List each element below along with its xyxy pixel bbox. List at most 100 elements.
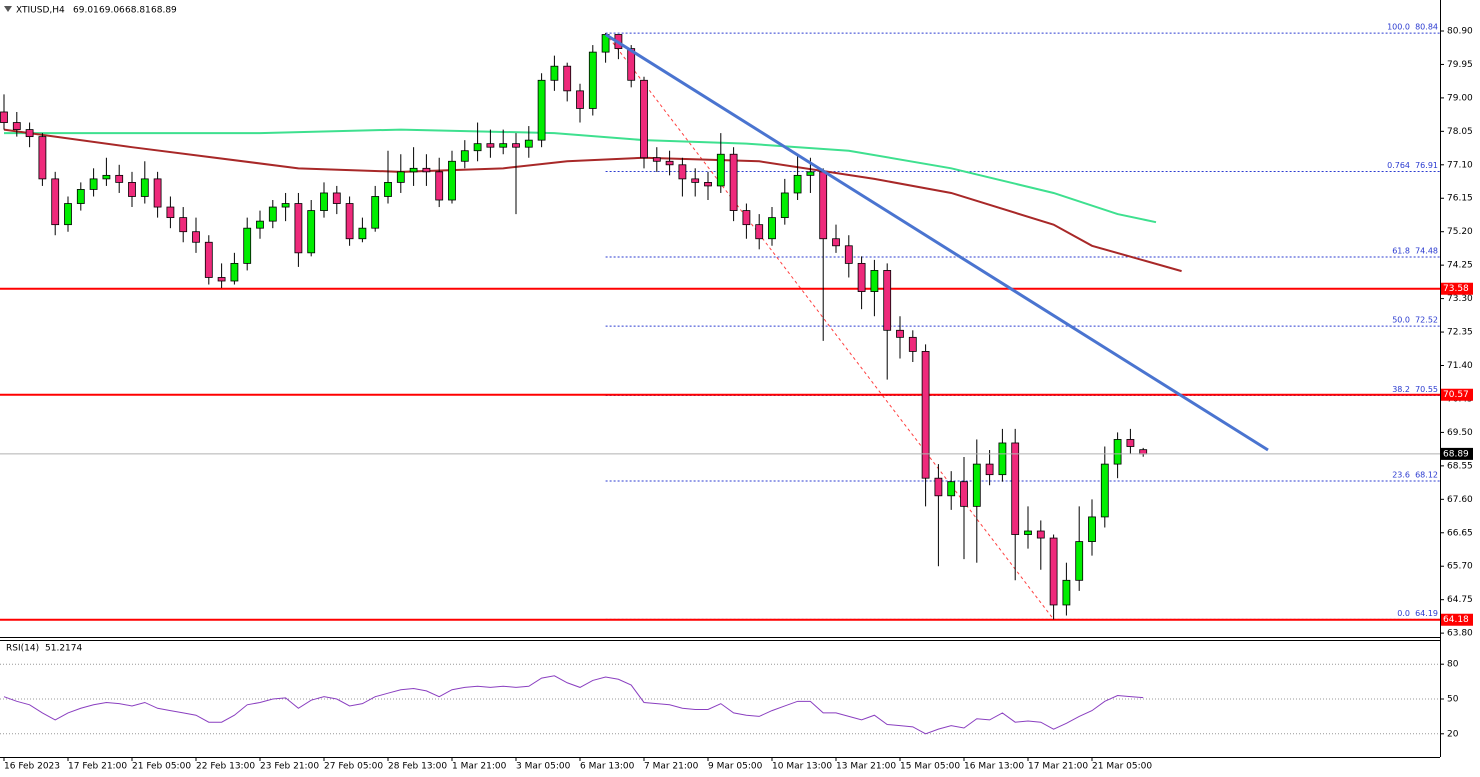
candle-body — [1024, 530, 1032, 535]
x-tick-label: 27 Feb 05:00 — [324, 762, 383, 772]
trendline — [604, 33, 1269, 452]
candle-body — [102, 174, 111, 180]
candle-body — [691, 178, 700, 183]
candle-body — [832, 238, 840, 247]
candle-body — [716, 153, 725, 187]
y-tick-label: 76.15 — [1447, 194, 1473, 204]
candle-body — [243, 227, 252, 264]
candle-body — [1126, 439, 1135, 447]
candle-body — [793, 174, 802, 194]
fib-price: 80.84 — [1415, 23, 1438, 32]
symbol: XTIUSD,H4 — [16, 6, 65, 16]
candle-body — [883, 270, 892, 331]
candle-body — [729, 153, 738, 211]
x-tick-label: 10 Mar 13:00 — [772, 762, 832, 772]
candle-body — [294, 203, 303, 254]
ohlc-high: 69.06 — [99, 6, 125, 16]
candle-body — [640, 79, 648, 159]
fib-ratio: 0.0 — [1397, 609, 1410, 618]
candle-body — [908, 336, 917, 352]
candle-body — [460, 150, 469, 162]
y-tick-label: 74.25 — [1447, 261, 1473, 271]
candle-body — [665, 160, 674, 166]
candle-body — [563, 65, 572, 92]
ohlc-close: 68.89 — [151, 6, 177, 16]
candle-body — [652, 157, 661, 162]
level-label: 64.18 — [1443, 615, 1469, 625]
rsi-name: RSI(14) — [6, 644, 39, 654]
candle-body — [627, 48, 636, 81]
y-tick-label: 66.65 — [1447, 528, 1473, 538]
candle-body — [806, 171, 815, 176]
current-price-tag — [1441, 447, 1473, 460]
level-label: 73.58 — [1443, 284, 1469, 294]
candle-body — [448, 160, 456, 201]
fib-ratio: 0.764 — [1387, 161, 1410, 170]
candle-body — [166, 206, 175, 219]
candle-body — [307, 210, 316, 254]
fib-price: 74.48 — [1415, 247, 1438, 256]
candle-body — [345, 203, 354, 240]
fib-ratio: 61.8 — [1392, 247, 1410, 256]
x-tick-label: 23 Feb 21:00 — [260, 762, 319, 772]
x-tick-label: 17 Mar 21:00 — [1028, 762, 1088, 772]
y-tick-label: 64.75 — [1447, 595, 1473, 605]
y-tick-label: 71.40 — [1447, 361, 1473, 371]
candle-body — [371, 196, 380, 229]
candle-body — [179, 217, 188, 233]
candle-body — [268, 206, 277, 222]
x-tick-label: 21 Mar 05:00 — [1092, 762, 1152, 772]
y-tick-label: 78.05 — [1447, 127, 1473, 137]
candle-body — [320, 192, 328, 211]
candle-body — [972, 463, 981, 507]
rsi-line — [3, 675, 1144, 735]
candle-body — [896, 329, 904, 338]
candle-body — [512, 143, 520, 148]
x-tick-label: 3 Mar 05:00 — [516, 762, 571, 772]
candle-body — [230, 262, 239, 282]
candle-body — [524, 139, 533, 148]
y-tick-label: 80.90 — [1447, 26, 1473, 36]
candle-body — [1075, 541, 1084, 581]
x-tick-label: 16 Mar 13:00 — [964, 762, 1024, 772]
candle-body — [934, 477, 943, 497]
candle-body — [358, 227, 367, 240]
candle-body — [422, 167, 431, 173]
candle-body — [1011, 442, 1020, 535]
fib-anchor — [605, 32, 1054, 620]
y-tick-label: 68.55 — [1447, 461, 1473, 471]
candle-body — [486, 143, 495, 148]
candle-body — [857, 262, 866, 292]
y-tick-label: 79.95 — [1447, 60, 1473, 70]
x-tick-label: 1 Mar 21:00 — [452, 762, 507, 772]
candle-body — [76, 189, 85, 204]
candle-body — [396, 171, 405, 183]
candle-body — [870, 270, 879, 292]
level-tag — [1441, 282, 1473, 295]
candle-body — [998, 442, 1007, 476]
candle-body — [89, 178, 98, 190]
candle-body — [550, 65, 559, 81]
candle-body — [537, 79, 546, 141]
candle-body — [51, 178, 60, 226]
candle-body — [1036, 530, 1045, 539]
candle-body — [192, 231, 200, 243]
y-tick-label: 63.80 — [1447, 629, 1473, 639]
candle-body — [1139, 449, 1148, 455]
x-tick-label: 22 Feb 13:00 — [196, 762, 255, 772]
candle-body — [1088, 516, 1096, 542]
candle-body — [755, 224, 764, 240]
candle-body — [0, 111, 8, 123]
fib-price: 70.55 — [1415, 385, 1438, 394]
candle-body — [140, 178, 149, 197]
current-price-label: 68.89 — [1443, 449, 1469, 459]
y-tick-label: 72.35 — [1447, 328, 1473, 338]
candle-body — [1100, 463, 1109, 518]
candle-body — [12, 122, 21, 130]
ohlc-open: 69.01 — [73, 6, 99, 16]
candle-body — [204, 241, 213, 278]
x-tick-label: 7 Mar 21:00 — [644, 762, 699, 772]
candle-body — [780, 192, 789, 219]
